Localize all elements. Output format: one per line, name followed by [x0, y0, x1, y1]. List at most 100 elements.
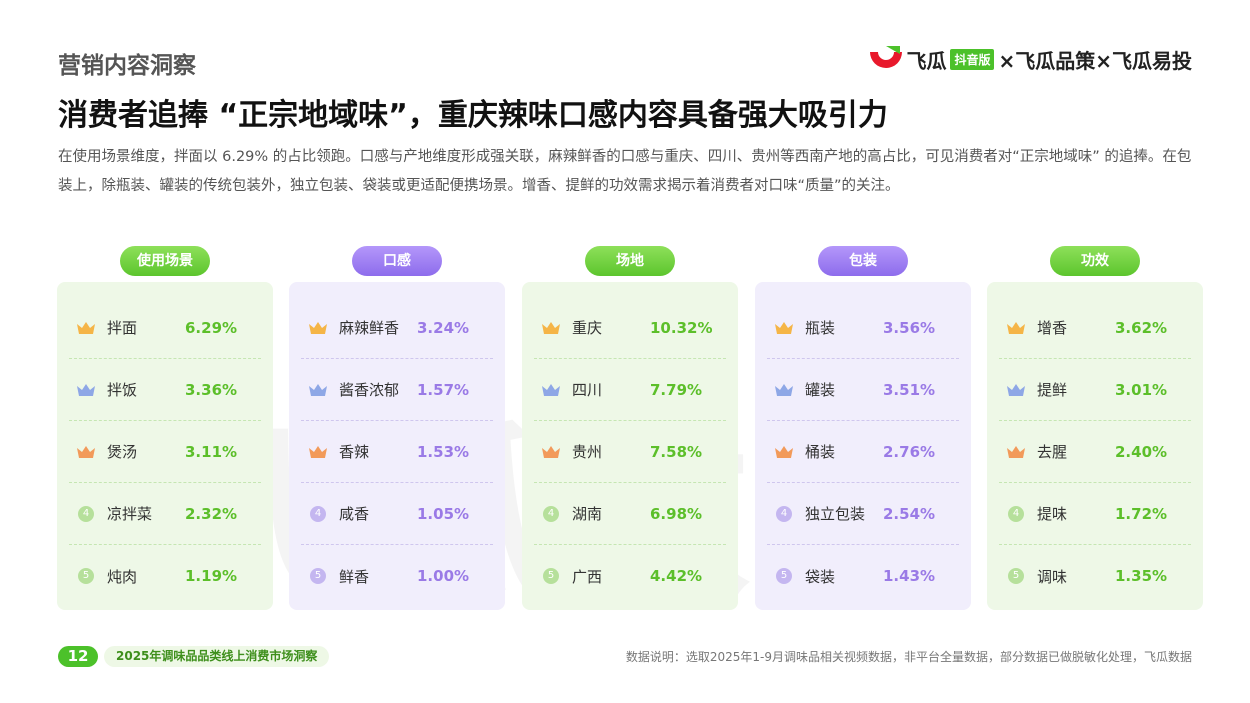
rank-icon: 5 — [767, 568, 801, 584]
row: 拌面 6.29% — [69, 297, 261, 359]
row: 5 袋装 1.43% — [767, 545, 959, 607]
rank-icon — [301, 321, 335, 335]
rank-number: 4 — [78, 505, 94, 522]
logo: 飞瓜 抖音版 ×飞瓜品策×飞瓜易投 — [866, 44, 1192, 74]
item-name: 拌饭 — [107, 381, 138, 399]
rank-number: 5 — [1008, 568, 1024, 584]
item-value: 1.53% — [417, 442, 470, 461]
item-name: 鲜香 — [339, 567, 370, 586]
rank-icon: 4 — [767, 505, 801, 522]
item-name: 调味 — [1037, 567, 1068, 586]
rank-icon: 5 — [69, 568, 103, 584]
item-name: 煲汤 — [107, 443, 138, 461]
rank-icon: 4 — [999, 505, 1033, 522]
crown — [309, 383, 327, 396]
crown — [309, 321, 327, 334]
item-name: 袋装 — [805, 567, 836, 586]
rank-number: 5 — [776, 568, 792, 584]
item-name: 罐装 — [805, 381, 836, 399]
row: 酱香浓郁 1.57% — [301, 359, 493, 421]
item-name: 广西 — [572, 567, 603, 586]
item-name: 香辣 — [339, 443, 370, 461]
crown — [1007, 445, 1025, 458]
item-value: 1.57% — [417, 380, 470, 399]
rank-number: 5 — [310, 568, 326, 584]
panel-title: 场地 — [585, 246, 675, 276]
item-value: 1.43% — [883, 567, 936, 585]
rank-icon — [301, 383, 335, 397]
item-name: 湖南 — [572, 505, 603, 523]
rank-icon: 5 — [301, 568, 335, 584]
row: 桶装 2.76% — [767, 421, 959, 483]
data-note: 数据说明：选取2025年1-9月调味品相关视频数据，非平台全量数据，部分数据已做… — [625, 650, 1192, 664]
rank-icon — [999, 445, 1033, 459]
body-text: 在使用场景维度，拌面以 6.29% 的占比领跑。口感与产地维度形成强关联，麻辣鲜… — [58, 149, 1192, 194]
row: 4 湖南 6.98% — [534, 483, 726, 545]
item-name: 贵州 — [572, 443, 603, 461]
logo-badge: 抖音版 — [950, 48, 995, 70]
item-value: 1.35% — [1115, 567, 1168, 585]
row: 5 鲜香 1.00% — [301, 545, 493, 607]
row: 麻辣鲜香 3.24% — [301, 297, 493, 359]
panel-title: 包装 — [818, 246, 908, 276]
section-label: 营销内容洞察 — [58, 53, 196, 79]
item-value: 3.62% — [1115, 318, 1168, 337]
rank-icon — [999, 321, 1033, 335]
item-name: 炖肉 — [107, 567, 138, 586]
rank-icon: 4 — [69, 505, 103, 522]
panel: 瓶装 3.56% 罐装 3.51% 桶装 2.76% 4 独立包装 2.54% 5 袋装 1.43% — [755, 282, 971, 610]
row: 四川 7.79% — [534, 359, 726, 421]
item-name: 去腥 — [1037, 443, 1068, 461]
item-value: 4.42% — [650, 567, 703, 585]
row: 香辣 1.53% — [301, 421, 493, 483]
rank-icon — [534, 383, 568, 397]
row: 4 提味 1.72% — [999, 483, 1191, 545]
panel: 增香 3.62% 提鲜 3.01% 去腥 2.40% 4 提味 1.72% 5 调味 1.35% — [987, 282, 1203, 610]
item-value: 7.58% — [650, 442, 703, 461]
rank-number: 4 — [310, 505, 326, 522]
row: 增香 3.62% — [999, 297, 1191, 359]
crown — [77, 321, 95, 334]
item-value: 3.51% — [883, 380, 936, 399]
item-value: 3.56% — [883, 318, 936, 337]
rank-icon: 5 — [534, 568, 568, 584]
row: 贵州 7.58% — [534, 421, 726, 483]
item-name: 增香 — [1037, 319, 1068, 337]
rank-number: 4 — [1008, 505, 1024, 522]
panel-title: 口感 — [352, 246, 442, 276]
rank-icon — [69, 383, 103, 397]
crown — [309, 445, 327, 458]
row: 罐装 3.51% — [767, 359, 959, 421]
row: 4 凉拌菜 2.32% — [69, 483, 261, 545]
crown — [775, 321, 793, 334]
rank-icon — [534, 321, 568, 335]
rank-icon — [69, 445, 103, 459]
rank-icon — [999, 383, 1033, 397]
row: 提鲜 3.01% — [999, 359, 1191, 421]
logo-partners: ×飞瓜品策×飞瓜易投 — [998, 48, 1192, 73]
item-name: 四川 — [572, 381, 603, 399]
rank-number: 4 — [776, 505, 792, 522]
rank-number: 5 — [78, 568, 94, 584]
rank-icon — [534, 445, 568, 459]
item-value: 2.32% — [185, 504, 238, 523]
rank-icon: 5 — [999, 568, 1033, 584]
row: 5 调味 1.35% — [999, 545, 1191, 607]
panel: 麻辣鲜香 3.24% 酱香浓郁 1.57% 香辣 1.53% 4 咸香 1.05% 5 鲜香 1.00… — [289, 282, 505, 610]
item-value: 6.98% — [650, 504, 703, 523]
crown — [775, 445, 793, 458]
panel-title: 功效 — [1050, 246, 1140, 276]
item-name: 凉拌菜 — [107, 505, 153, 523]
rank-icon — [69, 321, 103, 335]
item-name: 重庆 — [572, 319, 603, 337]
rank-icon: 4 — [301, 505, 335, 522]
item-name: 咸香 — [339, 505, 370, 523]
item-value: 10.32% — [650, 318, 713, 337]
row: 去腥 2.40% — [999, 421, 1191, 483]
crown — [542, 445, 560, 458]
panel: 重庆 10.32% 四川 7.79% 贵州 7.58% 4 湖南 6.98% 5 广西 4.42% — [522, 282, 738, 610]
item-name: 麻辣鲜香 — [339, 319, 400, 337]
crown — [542, 321, 560, 334]
crown — [77, 445, 95, 458]
panel: 拌面 6.29% 拌饭 3.36% 煲汤 3.11% 4 凉拌菜 2.32% 5 炖肉 1.19% — [57, 282, 273, 610]
